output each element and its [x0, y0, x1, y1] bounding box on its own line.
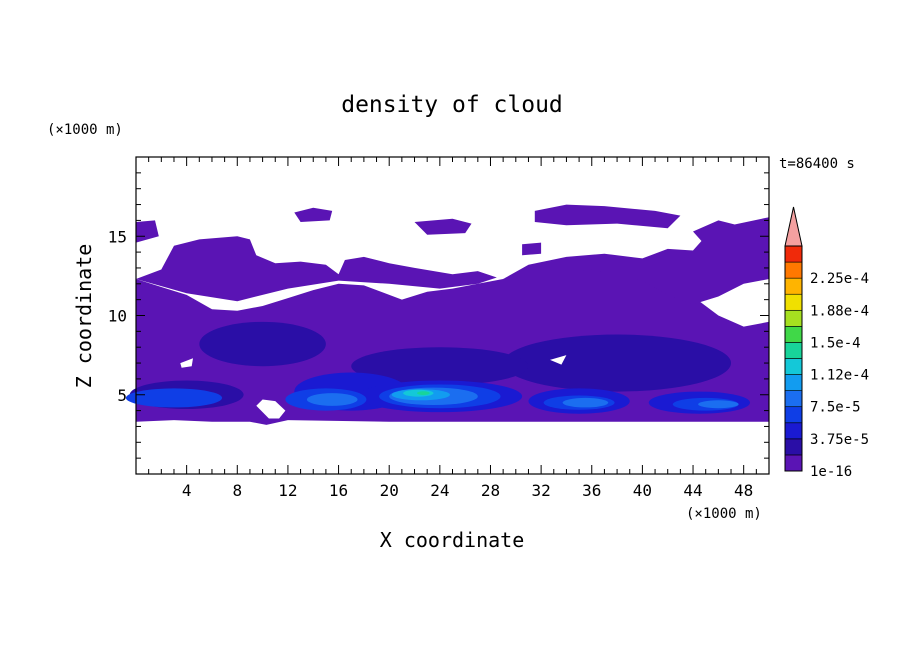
- y-axis-label: Z coordinate: [72, 244, 96, 389]
- colorbar-tick-label: 3.75e-5: [810, 432, 869, 448]
- colorbar-swatch: [784, 438, 803, 456]
- colorbar-tick-label: 1.5e-4: [810, 335, 861, 351]
- colorbar-tick-label: 1.12e-4: [810, 368, 869, 384]
- colorbar-tick-label: 1e-16: [810, 464, 852, 480]
- colorbar-swatch: [784, 326, 803, 343]
- contour-level-band: [306, 393, 358, 406]
- y-unit-label: (×1000 m): [47, 122, 123, 138]
- cloud-patch: [136, 220, 159, 243]
- colorbar-swatch: [784, 406, 803, 424]
- colorbar-swatch: [784, 342, 803, 359]
- cloud-region-upper-right: [503, 217, 769, 305]
- x-tick-label: 32: [531, 481, 550, 500]
- colorbar-swatch: [784, 454, 803, 472]
- x-tick-label: 20: [380, 481, 399, 500]
- x-tick-label: 12: [278, 481, 297, 500]
- time-label: t=86400 s: [779, 156, 855, 172]
- colorbar-swatch: [784, 309, 803, 327]
- colorbar-swatch: [784, 390, 803, 408]
- y-tick-label: 5: [117, 386, 127, 405]
- y-tick-label: 15: [108, 227, 127, 246]
- cloud-patch: [534, 204, 681, 229]
- x-tick-label: 36: [582, 481, 601, 500]
- cloud-patch: [294, 207, 333, 222]
- contour-level-band: [351, 347, 529, 386]
- cloud-patch: [414, 218, 472, 235]
- colorbar-swatch: [784, 358, 803, 375]
- contour-level-band: [503, 334, 732, 392]
- clear-gap: [256, 399, 286, 419]
- contour-plot-area: [125, 204, 769, 425]
- colorbar-tick-label: 1.88e-4: [810, 303, 869, 319]
- x-tick-label: 8: [232, 481, 242, 500]
- x-tick-label: 16: [329, 481, 348, 500]
- cloud-region-upper-left: [136, 236, 497, 302]
- cloud-patch: [693, 220, 744, 246]
- colorbar: 1e-16 3.75e-5 7.5e-5 1.12e-4 1.5e-4 1.88e-4 2.…: [784, 206, 869, 480]
- x-axis-label: X coordinate: [380, 528, 525, 552]
- contour-level-band: [199, 321, 326, 367]
- contour-level-band: [125, 388, 223, 408]
- clear-gap: [180, 358, 193, 368]
- colorbar-swatch: [784, 245, 803, 263]
- x-tick-label: 28: [481, 481, 500, 500]
- contour-level-band: [417, 391, 430, 396]
- x-tick-label: 40: [633, 481, 652, 500]
- cloud-patch: [522, 242, 542, 256]
- chart-title: density of cloud: [341, 92, 563, 118]
- colorbar-swatch: [784, 422, 803, 440]
- colorbar-frame: [784, 245, 803, 472]
- colorbar-tick-label: 2.25e-4: [810, 271, 869, 287]
- colorbar-swatch: [784, 293, 803, 311]
- colorbar-tick-label: 7.5e-5: [810, 400, 861, 416]
- colorbar-swatch: [784, 277, 803, 295]
- x-tick-label: 4: [182, 481, 192, 500]
- contour-level-band: [562, 397, 609, 408]
- colorbar-extend-arrow: [784, 206, 803, 247]
- y-tick-label: 10: [108, 307, 127, 326]
- contour-level-band: [698, 400, 739, 409]
- x-unit-label: (×1000 m): [686, 506, 762, 522]
- x-tick-label: 48: [734, 481, 753, 500]
- colorbar-swatch: [784, 374, 803, 391]
- colorbar-swatch: [784, 261, 803, 279]
- clear-gap: [550, 355, 567, 365]
- x-tick-label: 24: [430, 481, 449, 500]
- x-tick-label: 44: [683, 481, 702, 500]
